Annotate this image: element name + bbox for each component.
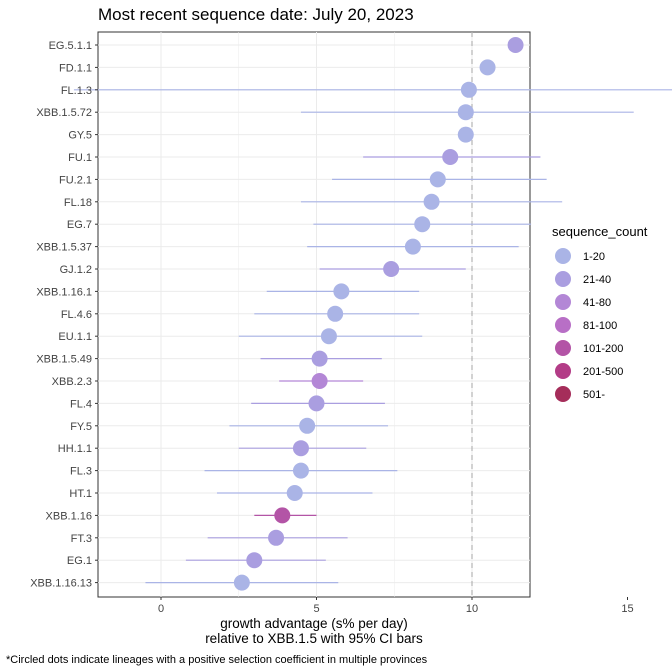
y-tick-label: XBB.1.5.49 [36,354,92,366]
caption: *Circled dots indicate lineages with a p… [6,654,428,666]
chart-title: Most recent sequence date: July 20, 2023 [98,5,414,24]
data-point [311,373,328,389]
plot-panel [97,31,531,598]
data-point [320,328,337,345]
legend-label: 201-500 [583,366,623,378]
legend-label: 501- [583,389,605,401]
data-point [292,462,309,479]
y-tick-label: FU.1 [68,152,92,164]
data-point [423,193,440,210]
data-point [333,283,350,300]
legend-key [555,294,571,310]
data-point [286,485,303,501]
y-tick-label: FL.4.6 [61,309,92,321]
data-point [383,261,400,277]
y-tick-label: GY.5 [68,130,92,142]
y-tick-label: FD.1.1 [59,62,92,74]
y-tick-label: HH.1.1 [58,443,92,455]
data-point [292,440,309,457]
y-tick-label: FL.3 [70,466,92,478]
data-point [457,126,474,143]
data-point [507,37,524,53]
data-point [442,149,459,165]
x-axis-title-line2: relative to XBB.1.5 with 95% CI bars [205,631,423,646]
y-tick-label: FL.1.3 [61,85,92,97]
legend-key [555,340,571,356]
x-tick-label: 15 [621,603,633,615]
data-point [299,417,316,434]
data-point [311,350,328,367]
legend-key [555,317,571,333]
y-tick-label: EG.1 [67,555,92,567]
y-axis-labels: EG.5.1.1 FD.1.1 FL.1.3 XBB.1.5.72 GY.5 FU.1 FU… [30,40,98,590]
legend-label: 81-100 [583,320,617,332]
data-point [457,104,474,121]
data-point [268,529,285,546]
legend-label: 1-20 [583,251,605,263]
x-axis-title-line1: growth advantage (s% per day) [220,616,408,631]
data-point [327,305,344,322]
legend-label: 41-80 [583,297,611,309]
legend: sequence_count 1-20 21-40 41-80 81-100 101-2… [552,224,648,402]
legend-key [555,271,571,287]
data-point [460,81,477,98]
legend-key [555,386,571,402]
data-point [479,59,496,76]
legend-label: 101-200 [583,343,623,355]
y-tick-label: FL.4 [70,398,92,410]
y-tick-label: FY.5 [70,421,92,433]
data-point [414,216,431,233]
y-tick-label: EG.5.1.1 [49,40,92,52]
legend-key [555,248,571,264]
y-tick-label: XBB.1.16 [46,510,92,522]
data-point [246,552,263,569]
data-point [308,395,325,412]
y-tick-label: XBB.1.16.1 [36,286,92,298]
y-tick-label: XBB.1.5.72 [36,107,92,119]
y-tick-label: FL.18 [64,197,92,209]
legend-label: 21-40 [583,274,611,286]
plot-area [73,31,672,598]
x-axis-ticks: 0 5 10 15 [158,597,634,615]
x-tick-label: 5 [313,603,319,615]
y-tick-label: EG.7 [67,219,92,231]
x-tick-label: 0 [158,603,164,615]
y-tick-label: XBB.1.5.37 [36,242,92,254]
y-tick-label: XBB.2.3 [52,376,92,388]
data-point [404,238,421,255]
y-tick-label: EU.1.1 [58,331,92,343]
data-point [233,574,250,591]
data-point [429,171,446,188]
y-tick-label: HT.1 [69,488,92,500]
data-point [274,507,291,524]
y-tick-label: FU.2.1 [59,174,92,186]
legend-key [555,363,571,379]
legend-title: sequence_count [552,224,648,239]
y-tick-label: FT.3 [71,533,92,545]
x-tick-label: 10 [466,603,478,615]
y-tick-label: GJ.1.2 [60,264,92,276]
y-tick-label: XBB.1.16.13 [30,578,92,590]
